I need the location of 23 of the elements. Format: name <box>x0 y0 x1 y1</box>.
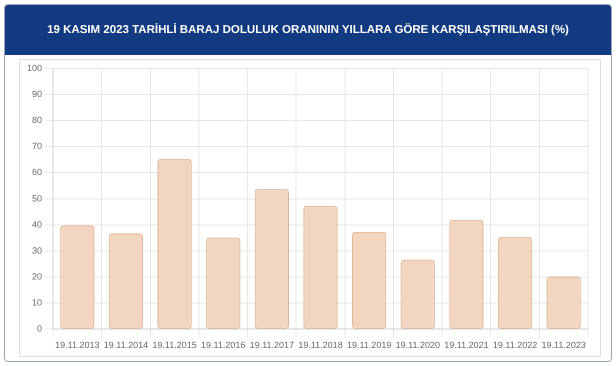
x-tick-label: 19.11.2020 <box>396 340 440 350</box>
y-tick-label: 90 <box>32 88 42 99</box>
x-tick-label: 19.11.2023 <box>541 340 586 350</box>
chart-title: 19 KASIM 2023 TARİHLİ BARAJ DOLULUK ORANININ YILLARA GÖRE KARŞILAŞTIRILMASI (%) <box>5 5 611 55</box>
y-tick-label: 80 <box>32 115 42 126</box>
x-tick-label: 19.11.2017 <box>250 340 294 350</box>
x-tick-label: 19.11.2016 <box>201 340 246 350</box>
y-tick-label: 20 <box>32 272 42 282</box>
x-tick-label: 19.11.2015 <box>152 340 197 350</box>
y-tick-label: 10 <box>32 298 42 308</box>
x-tick-label: 19.11.2021 <box>444 340 489 350</box>
x-tick-label: 19.11.2022 <box>492 340 538 350</box>
y-tick-label: 50 <box>32 193 42 204</box>
x-tick-label: 19.11.2013 <box>55 340 100 350</box>
y-tick-label: 0 <box>37 324 42 334</box>
x-tick-label: 19.11.2019 <box>346 340 392 350</box>
y-tick-label: 40 <box>32 219 42 230</box>
x-tick-label: 19.11.2018 <box>298 340 343 350</box>
x-tick-label: 19.11.2014 <box>104 340 148 350</box>
y-tick-label: 70 <box>32 141 42 152</box>
y-tick-label: 100 <box>26 62 42 73</box>
y-tick-label: 60 <box>32 167 42 178</box>
y-tick-label: 30 <box>32 245 42 256</box>
